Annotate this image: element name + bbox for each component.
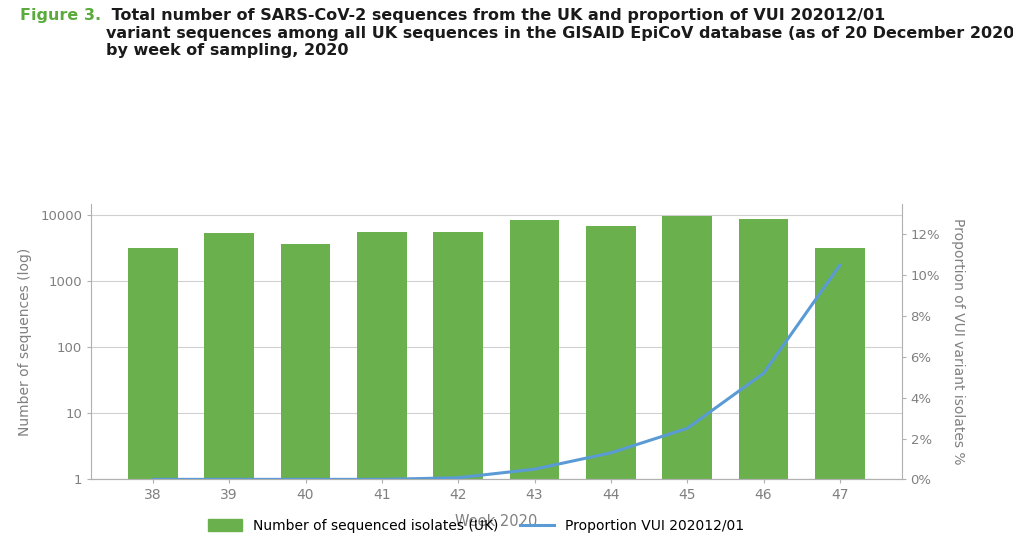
Text: Figure 3.: Figure 3. <box>20 8 101 23</box>
Bar <box>128 248 177 551</box>
Bar <box>663 216 712 551</box>
Bar <box>587 226 636 551</box>
Y-axis label: Proportion of VUI variant isolates %: Proportion of VUI variant isolates % <box>951 218 965 465</box>
Bar <box>510 220 559 551</box>
Legend: Number of sequenced isolates (UK), Proportion VUI 202012/01: Number of sequenced isolates (UK), Propo… <box>202 514 751 538</box>
Bar <box>815 248 865 551</box>
X-axis label: Week 2020: Week 2020 <box>455 514 538 528</box>
Bar <box>357 231 406 551</box>
Bar <box>205 233 254 551</box>
Bar <box>281 244 330 551</box>
Bar <box>434 231 483 551</box>
Text: Total number of SARS-CoV-2 sequences from the UK and proportion of VUI 202012/01: Total number of SARS-CoV-2 sequences fro… <box>106 8 1013 58</box>
Y-axis label: Number of sequences (log): Number of sequences (log) <box>18 247 31 436</box>
Bar <box>738 219 788 551</box>
